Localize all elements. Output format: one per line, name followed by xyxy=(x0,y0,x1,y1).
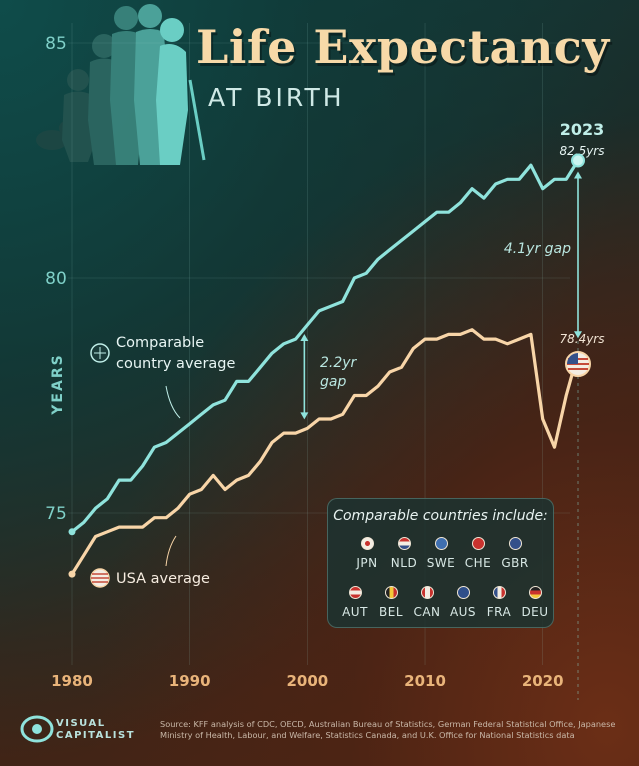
chart-subtitle: AT BIRTH xyxy=(208,83,345,112)
comparable-start-point xyxy=(68,528,76,536)
country-aut: AUT xyxy=(336,586,374,619)
country-swe: SWE xyxy=(422,537,460,570)
swe-flag-icon xyxy=(434,537,448,550)
gap-2023-arrowhead-top xyxy=(574,171,582,179)
fra-flag-icon xyxy=(492,586,506,599)
source-note: Source: KFF analysis of CDC, OECD, Austr… xyxy=(160,719,616,740)
x-tick-2010: 2010 xyxy=(404,672,446,690)
x-axis: 1980 1990 2000 2010 2020 xyxy=(51,672,563,690)
usa-flag-icon xyxy=(565,351,591,377)
country-che: CHE xyxy=(459,537,497,570)
y-axis-label: YEARS xyxy=(50,353,66,415)
x-tick-1980: 1980 xyxy=(51,672,93,690)
comparable-label-line1: Comparable xyxy=(116,335,204,351)
gap-2023-label: 4.1yr gap xyxy=(504,241,571,257)
country-can: CAN xyxy=(408,586,446,619)
gbr-flag-icon xyxy=(508,537,522,550)
comparable-end-point xyxy=(571,153,585,168)
country-aus: AUS xyxy=(444,586,482,619)
gap-2023-arrowhead-bottom xyxy=(574,331,582,339)
visual-capitalist-logo: VISUAL CAPITALIST xyxy=(20,714,160,748)
chart-title: Life Expectancy xyxy=(196,20,610,74)
x-tick-2000: 2000 xyxy=(286,672,328,690)
deu-flag-icon xyxy=(528,586,542,599)
country-fra: FRA xyxy=(480,586,518,619)
comparable-countries-box: Comparable countries include: JPN NLD SW… xyxy=(327,498,554,628)
y-tick-80: 80 xyxy=(45,269,67,289)
comparable-series-label: Comparable country average xyxy=(90,335,235,419)
x-tick-2020: 2020 xyxy=(522,672,564,690)
gap-2000-label-line2: gap xyxy=(320,374,346,390)
life-stages-silhouette-icon xyxy=(36,4,206,165)
country-gbr: GBR xyxy=(496,537,534,570)
logo-icon xyxy=(20,715,54,743)
can-flag-icon xyxy=(420,586,434,599)
che-flag-icon xyxy=(471,537,485,550)
logo-text: VISUAL CAPITALIST xyxy=(56,718,136,741)
jpn-flag-icon xyxy=(360,537,374,550)
aus-flag-icon xyxy=(456,586,470,599)
usa-label: USA average xyxy=(116,571,210,587)
country-nld: NLD xyxy=(385,537,423,570)
y-axis: 75 80 85 xyxy=(45,34,67,524)
year-2023-label: 2023 xyxy=(560,120,605,139)
y-tick-85: 85 xyxy=(45,34,67,54)
gap-2000-annotation: 2.2yr gap xyxy=(300,334,358,420)
comparable-label-line2: country average xyxy=(116,356,235,372)
usa-start-point xyxy=(68,570,76,578)
gap-2000-arrowhead-top xyxy=(300,334,309,341)
gap-2000-arrowhead-bottom xyxy=(300,412,309,420)
country-deu: DEU xyxy=(516,586,554,619)
series-line-comparable xyxy=(70,158,580,534)
series-line-usa xyxy=(70,328,580,576)
bel-flag-icon xyxy=(384,586,398,599)
country-bel: BEL xyxy=(372,586,410,619)
gap-2000-label-line1: 2.2yr xyxy=(320,355,358,371)
aut-flag-icon xyxy=(348,586,362,599)
comparable-countries-title: Comparable countries include: xyxy=(333,508,548,524)
comparable-2023-value: 82.5yrs xyxy=(559,144,604,158)
nld-flag-icon xyxy=(397,537,411,550)
x-tick-1990: 1990 xyxy=(169,672,211,690)
country-jpn: JPN xyxy=(348,537,386,570)
usa-series-label: USA average xyxy=(90,535,210,588)
gap-2023-annotation: 4.1yr gap xyxy=(504,171,582,700)
usa-2023-value: 78.4yrs xyxy=(559,332,604,346)
y-tick-75: 75 xyxy=(45,504,67,524)
series-layer xyxy=(68,158,580,578)
